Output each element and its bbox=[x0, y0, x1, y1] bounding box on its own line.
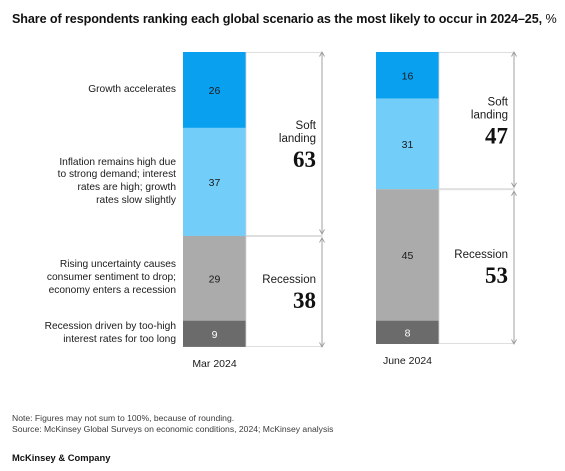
series-label: Recession driven by too-high interest rat… bbox=[45, 321, 176, 346]
series-label-line: Inflation remains high due bbox=[59, 156, 176, 168]
series-label: Rising uncertainty causes consumer sentim… bbox=[47, 259, 176, 297]
data-label: 37 bbox=[209, 177, 221, 189]
notes: Note: Figures may not sum to 100%, becau… bbox=[12, 413, 333, 434]
series-label: Growth accelerates bbox=[88, 84, 176, 97]
data-label: 16 bbox=[402, 70, 414, 82]
series-label-line: rates slow slightly bbox=[96, 194, 176, 206]
bracket-arrow-down bbox=[511, 182, 517, 189]
group-label: landing bbox=[279, 133, 316, 145]
data-label: 45 bbox=[402, 250, 414, 262]
series-label-line: Recession driven by too-high bbox=[44, 321, 176, 333]
bar-segment bbox=[183, 52, 246, 128]
source-note: Source: McKinsey Global Surveys on econo… bbox=[12, 423, 334, 434]
series-label-line: Rising uncertainty causes bbox=[59, 259, 176, 271]
series-label-line: Growth accelerates bbox=[88, 83, 176, 95]
group-total: 53 bbox=[485, 263, 508, 288]
series-label-line: consumer sentiment to drop; bbox=[46, 271, 176, 283]
group-label: landing bbox=[471, 110, 508, 122]
bracket-arrow-down bbox=[319, 229, 325, 235]
data-label: 26 bbox=[209, 85, 221, 97]
data-label: 9 bbox=[212, 329, 218, 341]
bar-segment bbox=[376, 52, 439, 99]
series-label-line: to strong demand; interest bbox=[57, 169, 176, 181]
group-label: Recession bbox=[454, 249, 508, 261]
data-label: 29 bbox=[209, 273, 221, 285]
bracket-arrow-down bbox=[319, 342, 325, 348]
series-label-line: rates are high; growth bbox=[77, 181, 176, 193]
bracket-arrow-up bbox=[511, 51, 517, 57]
bar-segment bbox=[376, 98, 439, 190]
group-label: Soft bbox=[488, 97, 509, 109]
bracket-arrow-up bbox=[319, 237, 325, 243]
bracket-arrow-up bbox=[511, 190, 517, 196]
chart-title: Share of respondents ranking each global… bbox=[12, 12, 557, 26]
footnote: Note: Figures may not sum to 100%, becau… bbox=[12, 413, 235, 423]
brand-logo-text: McKinsey & Company bbox=[12, 452, 111, 463]
series-label-line: interest rates for too long bbox=[63, 333, 176, 345]
group-total: 63 bbox=[293, 147, 316, 172]
bar-segment bbox=[183, 127, 246, 236]
data-label: 8 bbox=[405, 327, 411, 339]
group-total: 38 bbox=[293, 288, 316, 313]
group-total: 47 bbox=[485, 124, 508, 149]
bar-segment bbox=[183, 320, 246, 347]
data-label: 31 bbox=[402, 139, 414, 151]
bar-segment bbox=[183, 235, 246, 321]
x-tick-label: Mar 2024 bbox=[192, 358, 237, 370]
group-label: Recession bbox=[262, 274, 316, 286]
series-label: Inflation remains high due to strong dema… bbox=[58, 157, 176, 207]
group-label: Soft bbox=[296, 120, 317, 132]
bracket-arrow-up bbox=[319, 51, 325, 57]
bar-segment bbox=[376, 320, 439, 344]
bracket-arrow-down bbox=[511, 339, 517, 345]
x-tick-label: June 2024 bbox=[383, 355, 432, 367]
series-label-line: economy enters a recession bbox=[48, 284, 176, 296]
bar-segment bbox=[376, 189, 439, 321]
